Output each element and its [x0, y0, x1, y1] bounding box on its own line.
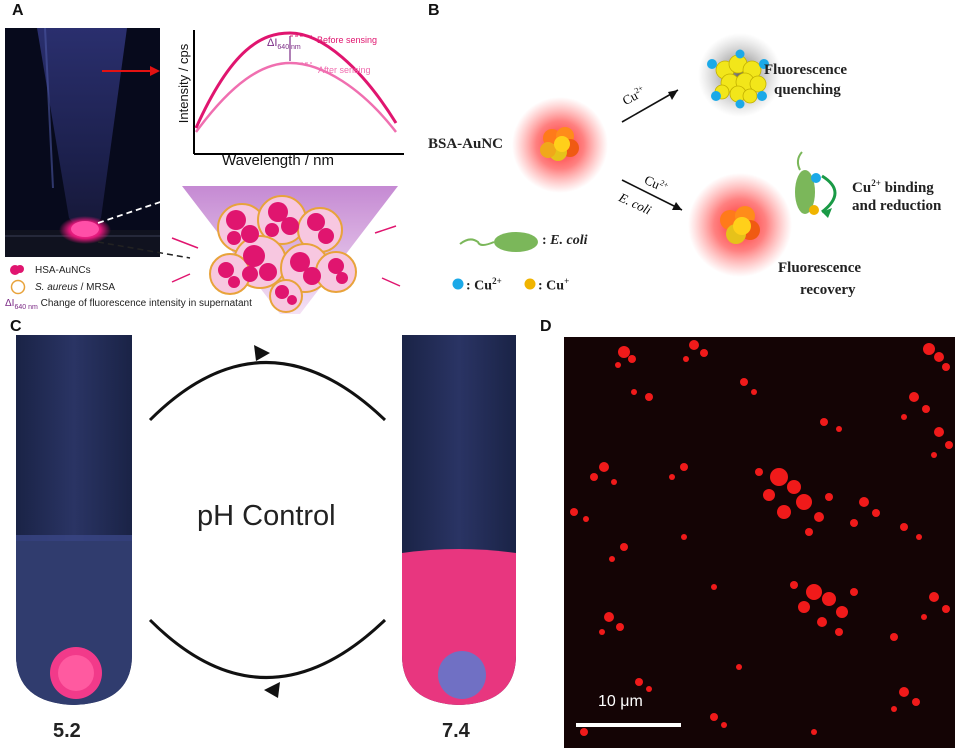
zoom-lines: [97, 191, 191, 259]
fluorescence-micrograph: 10 μm: [564, 337, 955, 748]
ecoli-legend-prefix: :: [542, 233, 551, 248]
binding-rest: binding: [880, 180, 934, 196]
legend-delta-i: ΔI640 nm Change of fluorescence intensit…: [5, 298, 252, 311]
scheme-b: [452, 33, 837, 290]
cu2-legend-sup: 2+: [492, 276, 502, 286]
zoom-view: [171, 186, 401, 314]
binding-line1: Cu2+ binding: [852, 178, 934, 197]
legend-mrsa: / MRSA: [77, 282, 116, 293]
cu1-legend-text: : Cu: [538, 278, 565, 294]
tube-photo-a: [5, 28, 160, 257]
binding-cu: Cu: [852, 180, 872, 196]
hsa-aunc-icon: [10, 265, 24, 275]
cu1-legend: : Cu+: [538, 276, 569, 295]
tube-right-c: [400, 335, 518, 707]
panel-a-label: A: [12, 2, 24, 19]
delta-i-sub: 640 nm: [277, 44, 301, 52]
before-sensing-label: Before sensing: [317, 35, 378, 45]
spectrum-svg: [193, 30, 404, 155]
ph-right-label: 7.4: [442, 720, 470, 742]
panel-d-label: D: [540, 318, 552, 335]
cu2-legend: : Cu2+: [466, 276, 502, 295]
bacteria-ring-icon: [10, 279, 26, 295]
spectrum-xlabel: Wavelength / nm: [222, 152, 334, 169]
ecoli-legend: : E. coli: [542, 233, 588, 249]
legend-delta-symbol: ΔI: [5, 298, 15, 309]
recovery-line1: Fluorescence: [778, 260, 862, 276]
legend-a: HSA-AuNCs S. aureus / MRSA ΔI640 nm Chan…: [5, 262, 335, 316]
binding-line2: and reduction: [852, 198, 942, 214]
legend-s-aureus: S. aureus / MRSA: [35, 282, 115, 293]
binding-cu-sup: 2+: [871, 178, 881, 188]
legend-delta-sub: 640 nm: [14, 304, 38, 311]
legend-s-aureus-italic: S. aureus: [35, 282, 78, 293]
after-sensing-label: After sensing: [318, 65, 371, 75]
quenching-line1: Fluorescence: [764, 62, 848, 78]
scale-bar-label: 10 μm: [598, 693, 643, 710]
cu2-legend-text: : Cu: [466, 278, 493, 294]
spectrum-plot: Intensity / cps Wavelength / nm Before s…: [172, 28, 412, 173]
red-arrow: [102, 66, 160, 76]
ph-control-label: pH Control: [197, 500, 336, 532]
micrograph-svg: [570, 340, 953, 736]
legend-delta-desc: Change of fluorescence intensity in supe…: [40, 298, 252, 309]
tube-left-c: [14, 335, 134, 707]
ph-left-label: 5.2: [53, 720, 81, 742]
quenching-line2: quenching: [774, 82, 841, 98]
recovery-line2: recovery: [800, 282, 856, 298]
legend-hsa-aunc: HSA-AuNCs: [35, 265, 91, 276]
ecoli-legend-text: E. coli: [550, 233, 588, 248]
delta-i-label: ΔI640 nm: [267, 37, 301, 51]
panel-c-label: C: [10, 318, 22, 335]
panel-b-label: B: [428, 2, 440, 19]
cu1-legend-sup: +: [564, 276, 570, 286]
bsa-aunc-label: BSA-AuNC: [428, 136, 504, 152]
spectrum-ylabel: Intensity / cps: [176, 43, 192, 124]
delta-i-symbol: ΔI: [267, 37, 278, 49]
cycle-arrows: [148, 345, 387, 698]
